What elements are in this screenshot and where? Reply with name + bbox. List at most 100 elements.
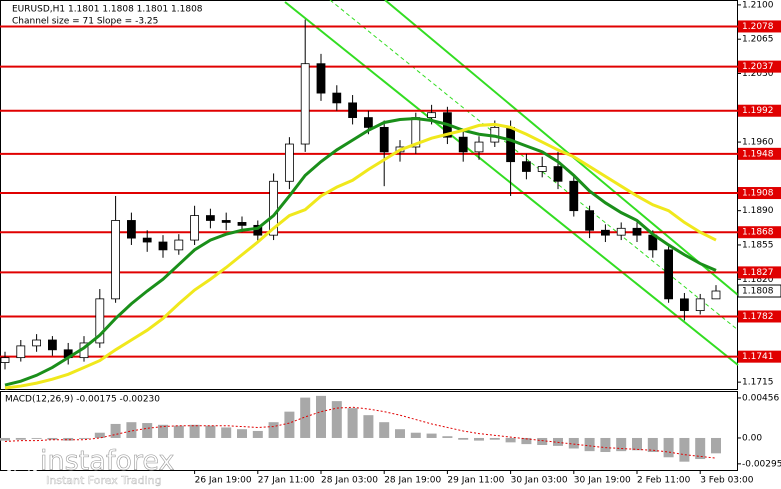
macd-bar [205, 425, 216, 438]
level-label: 1.1992 [742, 106, 774, 116]
level-label: 1.1908 [742, 189, 774, 199]
y-tick-label: 1.2100 [742, 0, 774, 10]
y-tick-label: -0.00295 [742, 459, 781, 469]
candle-body [284, 143, 294, 182]
macd-bar [15, 437, 26, 440]
x-tick-label: 28 Jan 19:00 [384, 476, 441, 486]
candle-body [553, 166, 563, 182]
candle-body [16, 345, 26, 359]
candle-body [601, 229, 610, 236]
moving-average [4, 122, 717, 390]
channel-lower [284, 1, 739, 366]
candle-body [127, 220, 136, 239]
macd-bar [0, 437, 10, 441]
level-label: 1.2037 [742, 62, 774, 72]
last-price-label: 1.1808 [742, 287, 774, 297]
signal-line [4, 406, 717, 459]
macd-bar [711, 437, 721, 454]
logo: instaforex Instant Forex Trading [5, 445, 175, 487]
x-tick-label: 28 Jan 03:00 [321, 476, 378, 486]
macd-bar [584, 437, 595, 452]
candle-body [695, 298, 705, 312]
level-tag [738, 60, 781, 73]
macd-bar [663, 437, 674, 458]
candle-body [95, 298, 105, 344]
y-tick-label: 1.1960 [742, 138, 774, 148]
macd-bar [568, 437, 579, 449]
logo-tagline: Instant Forex Trading [46, 474, 162, 487]
level-tag [738, 104, 781, 117]
level-label: 1.1868 [742, 228, 774, 238]
level-tag [738, 310, 781, 323]
candle-body [379, 126, 389, 153]
moving-average [4, 117, 717, 387]
macd-bar [31, 437, 42, 439]
macd-bar [647, 437, 658, 453]
level-label: 1.1827 [742, 268, 774, 278]
candle-body [427, 112, 437, 118]
macd-bar [142, 423, 153, 438]
logo-mark [13, 454, 31, 472]
macd-bar [63, 437, 74, 441]
macd-bar [521, 437, 532, 445]
x-tick-label: 26 Jan 19:00 [195, 476, 252, 486]
macd-bar [221, 427, 232, 438]
macd-bar [505, 437, 516, 443]
macd-bar [47, 437, 58, 440]
candle-body [32, 339, 41, 347]
candle-body [632, 227, 642, 236]
candle-body [158, 241, 168, 251]
macd-bar [442, 436, 453, 438]
macd-bar [363, 415, 374, 438]
macd-bar [237, 429, 247, 438]
candle-body [0, 357, 10, 363]
chart-subtitle: Channel size = 71 Slope = -3.25 [12, 17, 158, 27]
x-tick-label: 27 Jan 11:00 [258, 476, 315, 486]
candle-body [348, 102, 358, 118]
macd-bar [331, 401, 342, 438]
y-tick-label: 1.1855 [742, 240, 774, 250]
candle-body [537, 166, 547, 172]
candle-body [569, 180, 579, 212]
x-tick-label: 30 Jan 19:00 [574, 476, 631, 486]
macd-bar [110, 423, 121, 438]
last-price-tag [737, 284, 781, 298]
candle-body [142, 237, 152, 243]
candle-body [711, 290, 721, 300]
level-tag [738, 147, 781, 160]
macd-title: MACD(12,26,9) -0.00175 -0.00230 [5, 395, 160, 405]
candle-body [506, 126, 516, 163]
macd-bar [284, 411, 295, 438]
level-label: 1.1948 [742, 149, 774, 159]
y-tick-label: 1.2065 [742, 35, 774, 45]
candle-body [300, 63, 310, 145]
y-tick-label: 0.00456 [742, 393, 779, 403]
candle-body [585, 210, 594, 231]
candle-body [363, 117, 373, 128]
macd-bar [316, 395, 326, 438]
candle-body [474, 141, 484, 153]
chart-title: EURUSD,H1 1.1801 1.1808 1.1801 1.1808 [12, 5, 203, 15]
macd-bar [158, 424, 168, 438]
level-tag [738, 266, 781, 279]
level-tag [738, 187, 781, 200]
macd-bar [379, 422, 390, 438]
macd-bar [600, 437, 611, 453]
x-tick-label: 2 Feb 11:00 [637, 476, 691, 486]
y-tick-label: 0.00 [742, 433, 762, 443]
macd-bar [173, 425, 184, 438]
price-pane [0, 0, 738, 390]
y-tick-label: 1.1820 [742, 275, 774, 285]
macd-bar [632, 437, 642, 451]
candle-body [458, 136, 468, 153]
candle-body [664, 249, 673, 300]
y-tick-label: 1.2030 [742, 69, 774, 79]
candle-body [316, 63, 326, 94]
level-label: 1.2078 [742, 22, 774, 32]
macd-bar [300, 397, 311, 438]
macd-bar [426, 433, 437, 438]
candle-body [190, 215, 200, 241]
candle-body [522, 161, 531, 172]
candle-body [221, 220, 231, 223]
